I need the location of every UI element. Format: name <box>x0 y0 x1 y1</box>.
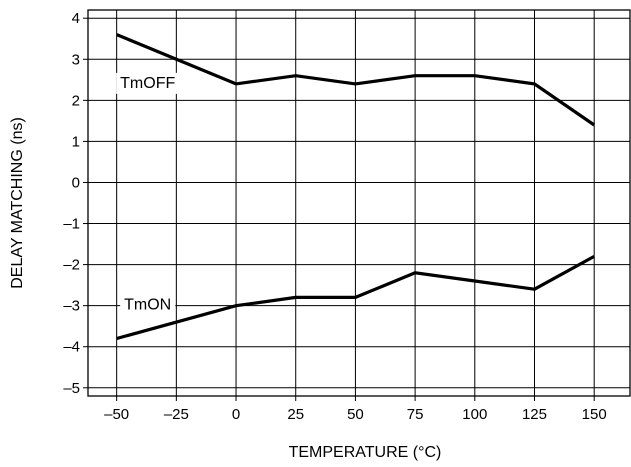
y-tick-label: 1 <box>72 133 80 150</box>
y-tick-label: 2 <box>72 92 80 109</box>
y-tick-label: –3 <box>63 298 80 315</box>
series-line-tmoff <box>116 33 596 127</box>
y-axis-label: DELAY MATCHING (ns) <box>9 117 26 289</box>
y-tick-label: 3 <box>72 51 80 68</box>
y-tick-label: –4 <box>63 339 80 356</box>
x-tick-label: 75 <box>407 406 424 423</box>
x-axis-label: TEMPERATURE (°C) <box>289 444 442 461</box>
x-tick-label: –25 <box>164 406 189 423</box>
x-tick-label: 50 <box>347 406 364 423</box>
x-axis-ticks: –50 –25 0 25 50 75 100 125 150 <box>104 396 607 423</box>
series-label-tmon: TmON <box>124 297 171 314</box>
series-label-background <box>120 294 176 316</box>
x-tick-label: 0 <box>232 406 240 423</box>
x-tick-label: –50 <box>104 406 129 423</box>
grid-lines <box>88 10 630 396</box>
x-tick-label: 150 <box>582 406 607 423</box>
y-axis-ticks: 4 3 2 1 0 –1 –2 –3 –4 –5 <box>63 10 88 397</box>
y-tick-label: –1 <box>63 216 80 233</box>
series-label-background <box>116 72 180 94</box>
x-tick-label: 100 <box>462 406 487 423</box>
y-tick-label: –2 <box>63 257 80 274</box>
plot-frame <box>87 9 631 397</box>
series-label-tmoff: TmOFF <box>120 75 175 92</box>
x-tick-label: 125 <box>522 406 547 423</box>
y-tick-label: 0 <box>72 174 80 191</box>
series-line-tmon <box>116 254 595 341</box>
x-tick-label: 25 <box>287 406 304 423</box>
y-tick-label: 4 <box>72 10 80 27</box>
y-tick-label: –5 <box>63 380 80 397</box>
series-lines: TmOFF TmON <box>116 33 596 341</box>
